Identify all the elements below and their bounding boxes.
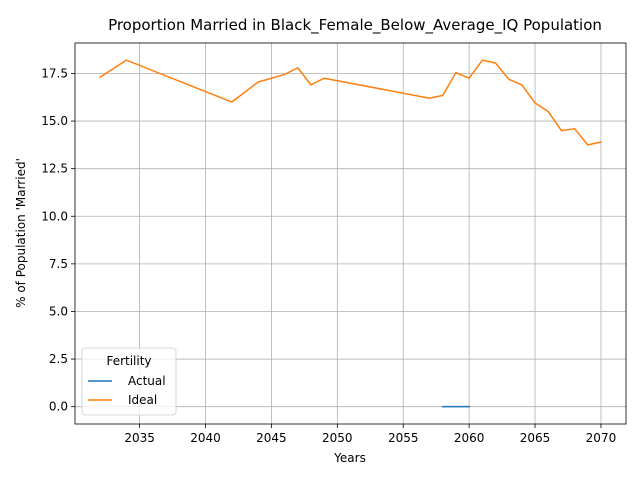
y-tick-label: 10.0 bbox=[41, 209, 68, 223]
y-tick-label: 2.5 bbox=[49, 352, 68, 366]
x-tick-label: 2070 bbox=[586, 431, 617, 445]
chart-title: Proportion Married in Black_Female_Below… bbox=[108, 16, 602, 35]
x-tick-label: 2045 bbox=[256, 431, 287, 445]
x-tick-label: 2060 bbox=[454, 431, 485, 445]
legend: Fertility Actual Ideal bbox=[81, 347, 177, 416]
y-tick-label: 7.5 bbox=[49, 257, 68, 271]
y-tick-label: 17.5 bbox=[41, 66, 68, 80]
y-tick-label: 12.5 bbox=[41, 162, 68, 176]
y-tick-label: 15.0 bbox=[41, 114, 68, 128]
y-tick-label: 0.0 bbox=[49, 400, 68, 414]
y-tick-label: 5.0 bbox=[49, 304, 68, 318]
x-axis-label: Years bbox=[333, 451, 366, 465]
x-tick-label: 2040 bbox=[190, 431, 221, 445]
series-lines bbox=[99, 59, 602, 408]
x-tick-label: 2065 bbox=[520, 431, 551, 445]
legend-title: Fertility bbox=[106, 354, 151, 368]
legend-frame bbox=[81, 347, 177, 416]
x-tick-label: 2050 bbox=[322, 431, 353, 445]
legend-label-ideal: Ideal bbox=[128, 393, 157, 407]
x-tick-label: 2035 bbox=[124, 431, 155, 445]
legend-label-actual: Actual bbox=[128, 374, 166, 388]
x-axis-ticks: 2035 2040 2045 2050 2055 2060 2065 2070 bbox=[124, 424, 616, 445]
y-axis-ticks: 0.0 2.5 5.0 7.5 10.0 12.5 15.0 17.5 bbox=[41, 66, 75, 414]
series-line-ideal bbox=[99, 59, 602, 146]
plot-area-frame bbox=[74, 42, 627, 425]
y-axis-label: % of Population 'Married' bbox=[14, 158, 28, 308]
x-tick-label: 2055 bbox=[388, 431, 419, 445]
grid bbox=[75, 43, 626, 424]
